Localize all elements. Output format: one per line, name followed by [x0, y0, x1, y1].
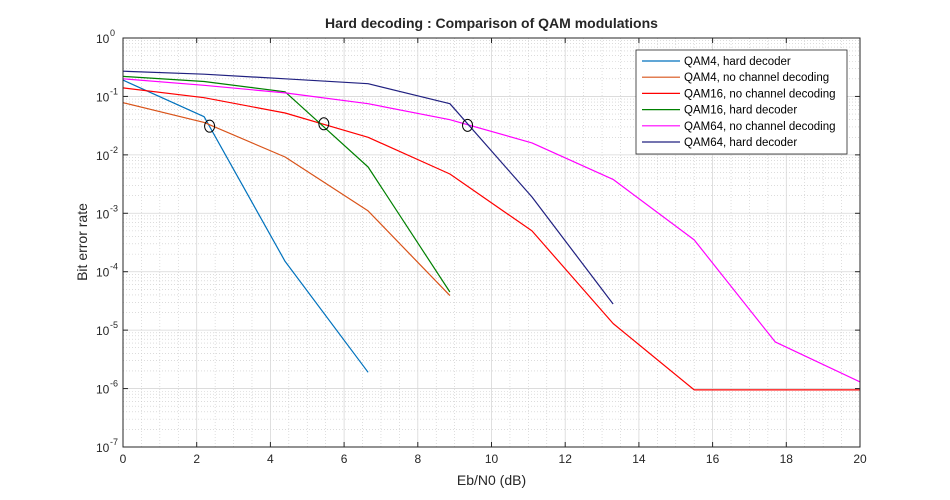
y-tick-label: 10 -6 — [96, 379, 118, 397]
y-tick-label-base: 10 — [96, 266, 110, 280]
series-line — [122, 79, 369, 373]
y-tick-label: 10 -1 — [96, 86, 118, 104]
y-tick-label-exponent: -3 — [110, 203, 118, 213]
y-tick-label-base: 10 — [96, 149, 110, 163]
series-line — [122, 87, 860, 391]
x-tick-label: 10 — [485, 452, 499, 466]
y-tick-label: 10 -3 — [96, 203, 118, 221]
legend: QAM4, hard decoder QAM4, no channel decod… — [635, 49, 848, 155]
x-tick-label: 8 — [414, 452, 421, 466]
series-layer — [122, 70, 861, 391]
y-tick-label: 10 -5 — [96, 320, 118, 338]
legend-label: QAM64, hard decoder — [684, 137, 797, 149]
legend-label: QAM4, no channel decoding — [684, 72, 829, 84]
x-tick-label: 12 — [559, 452, 573, 466]
legend-label: QAM64, no channel decoding — [684, 121, 836, 133]
y-tick-label-base: 10 — [96, 90, 110, 104]
y-axis-label: Bit error rate — [74, 203, 90, 281]
y-tick-label-exponent: -4 — [110, 262, 118, 272]
annotation-circle-marker — [318, 117, 330, 131]
y-tick-label-base: 10 — [96, 441, 110, 455]
legend-label: QAM4, hard decoder — [684, 56, 791, 68]
y-tick-label: 10 -7 — [96, 437, 118, 455]
annotation-layer — [204, 117, 474, 133]
y-tick-label-base: 10 — [96, 324, 110, 338]
series-line — [122, 75, 451, 293]
x-tick-label: 2 — [193, 452, 200, 466]
legend-box — [635, 49, 848, 155]
y-tick-label-base: 10 — [96, 383, 110, 397]
y-tick-label: 10 0 — [96, 28, 115, 46]
annotation-circle-marker — [462, 118, 474, 132]
y-tick-label: 10 -2 — [96, 145, 118, 163]
series-line — [122, 78, 861, 383]
y-tick-label-base: 10 — [96, 207, 110, 221]
y-tick-label-exponent: -6 — [110, 379, 118, 389]
series-line — [122, 102, 451, 297]
annotation-circle-marker — [204, 119, 216, 133]
x-tick-label: 6 — [341, 452, 348, 466]
y-tick-label-exponent: -1 — [110, 86, 118, 96]
y-tick-label: 10 -4 — [96, 262, 118, 280]
legend-label: QAM16, no channel decoding — [684, 88, 836, 100]
y-tick-label-exponent: -2 — [110, 145, 118, 155]
x-tick-label: 18 — [780, 452, 794, 466]
x-axis-label: Eb/N0 (dB) — [457, 472, 526, 488]
y-tick-label-exponent: -7 — [110, 437, 118, 447]
y-tick-label-exponent: -5 — [110, 320, 118, 330]
legend-label: QAM16, hard decoder — [684, 105, 797, 117]
chart-title: Hard decoding : Comparison of QAM modula… — [325, 15, 658, 31]
x-tick-label: 20 — [853, 452, 867, 466]
x-tick-label: 16 — [706, 452, 720, 466]
x-tick-label: 14 — [632, 452, 646, 466]
x-tick-label: 4 — [267, 452, 274, 466]
y-tick-label-base: 10 — [96, 32, 110, 46]
y-tick-label-exponent: 0 — [110, 28, 115, 38]
x-tick-label: 0 — [120, 452, 127, 466]
series-line — [122, 70, 614, 305]
